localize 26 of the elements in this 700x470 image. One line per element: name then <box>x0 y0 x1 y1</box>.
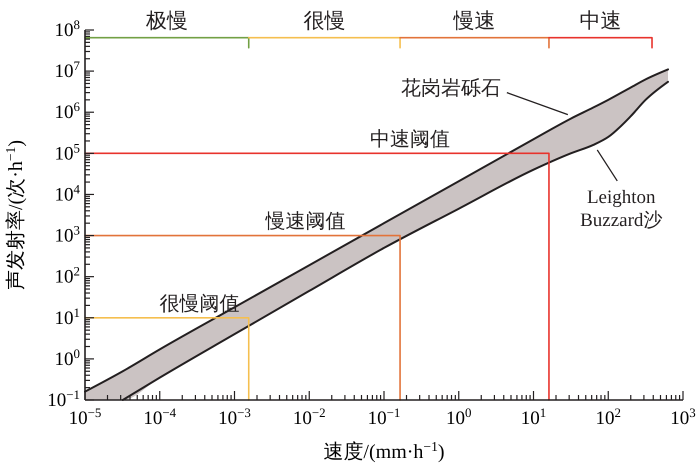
y-tick-label: 10$^{4}$ <box>54 180 81 206</box>
annotation: 极慢 <box>144 8 188 33</box>
y-tick-label: 10$^{6}$ <box>54 98 81 124</box>
annotation: 中速 <box>579 8 622 33</box>
x-tick-label: 10$^{0}$ <box>446 404 472 429</box>
x-tick-label: 10$^{−2}$ <box>292 404 326 429</box>
y-tick-label: 10$^{1}$ <box>54 304 80 329</box>
y-tick-label: 10$^{2}$ <box>54 263 80 288</box>
series-label: 中速阈值 <box>370 128 450 150</box>
legend-label: Leighton Buzzard沙 <box>580 186 662 231</box>
x-axis-title: 速度/(mm·h$^{−1}$) <box>323 438 445 463</box>
y-tick-label: 10$^{0}$ <box>54 345 80 370</box>
y-tick-label: 10$^{8}$ <box>54 16 80 41</box>
text: 花岗岩砾石 <box>400 78 501 100</box>
x-tick-label: 10$^{2}$ <box>596 404 621 429</box>
x-tick-label: 10$^{3}$ <box>670 404 696 429</box>
x-tick-label: 10$^{−1}$ <box>368 404 400 429</box>
y-tick-label: 10$^{5}$ <box>54 140 80 164</box>
annotation: 很慢 <box>303 8 346 33</box>
y-tick-label: 10$^{7}$ <box>54 58 81 82</box>
y-tick-label: 10$^{3}$ <box>54 222 80 247</box>
x-tick-label: 10$^{−4}$ <box>143 404 177 429</box>
series-label: 慢速阈值 <box>264 210 346 233</box>
annotation: 慢速 <box>452 8 496 33</box>
x-tick-label: 10$^{1}$ <box>520 404 546 429</box>
x-tick-label: 10$^{−3}$ <box>218 404 251 429</box>
